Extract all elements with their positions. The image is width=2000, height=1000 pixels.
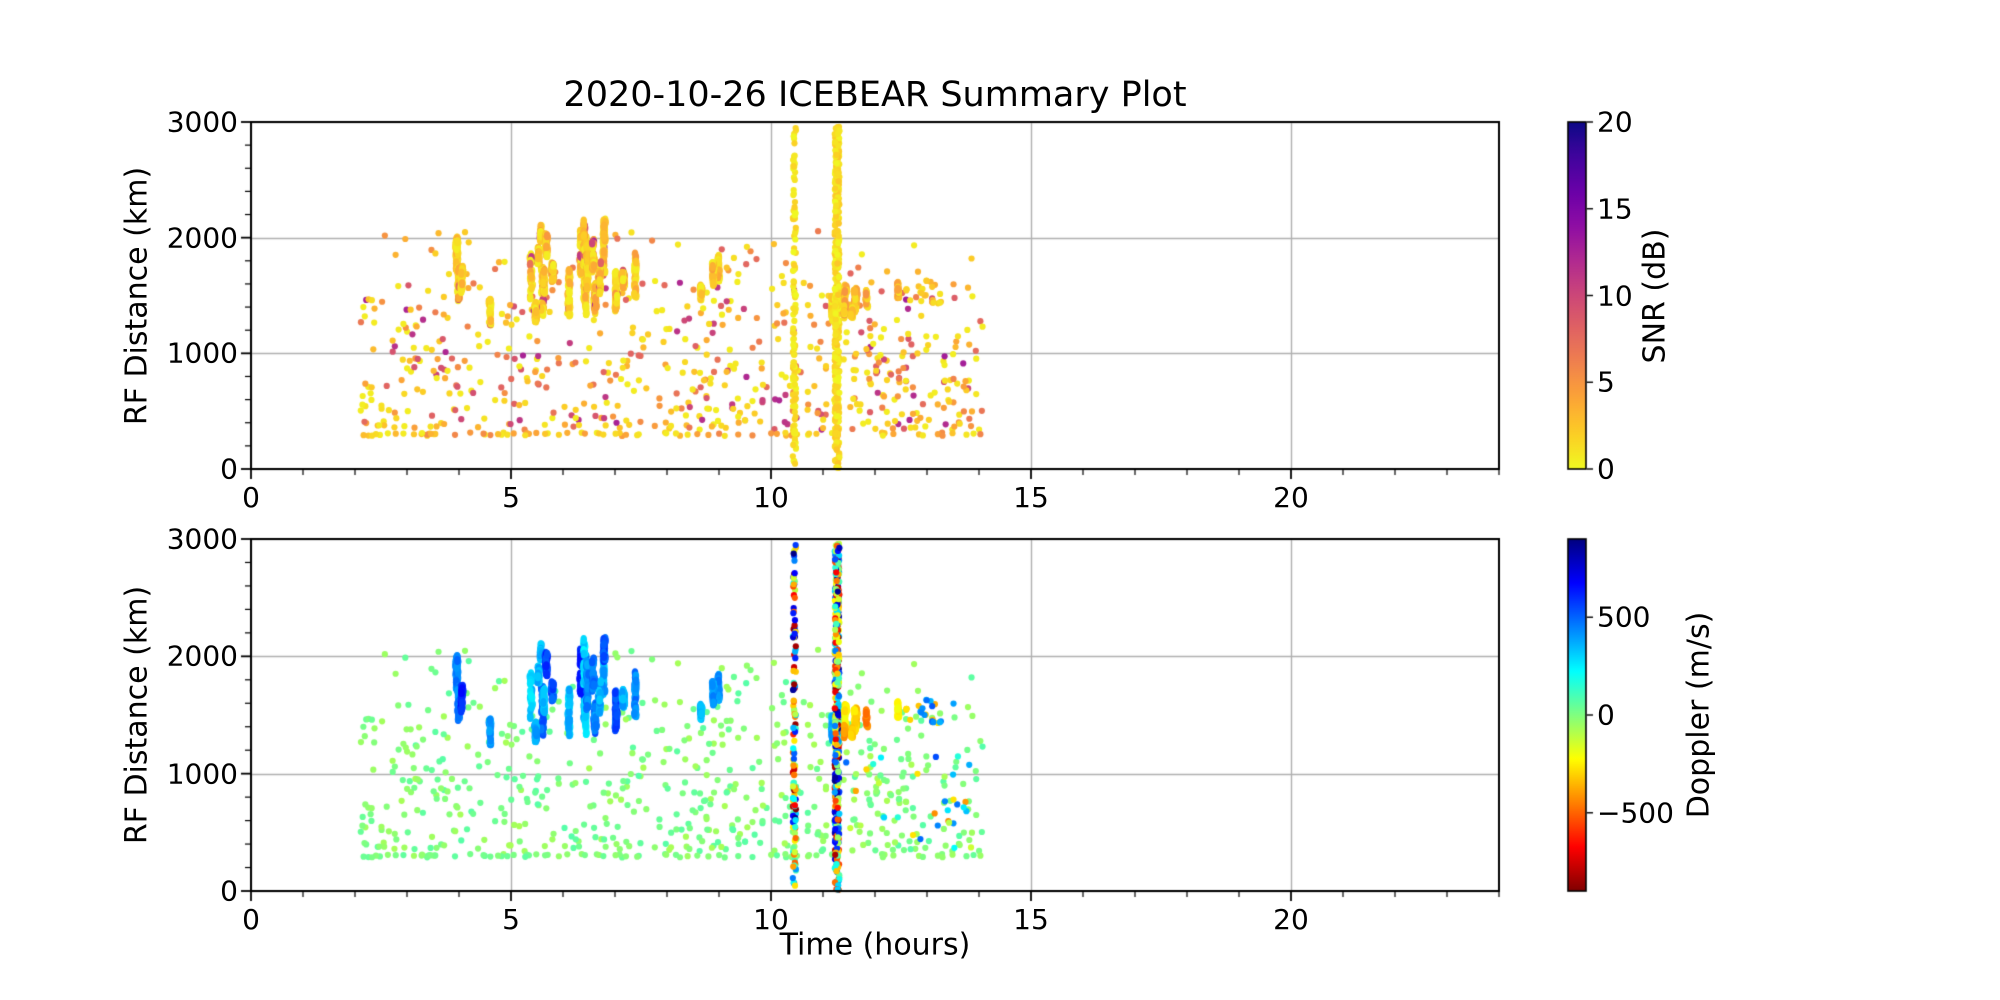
x-tick-label: 5 [502,481,520,514]
colorbar-tick-label: 0 [1597,452,1615,486]
x-tick-label: 5 [502,903,520,936]
bottom-y-axis-label: RF Distance (km) [119,585,155,845]
x-tick-label: 0 [242,481,260,514]
colorbar-tick-label: 5 [1597,365,1615,399]
colorbar-tick-label: 0 [1597,698,1615,732]
colorbar-tick-label: 15 [1597,192,1633,226]
y-tick-label: 1000 [166,757,238,791]
colorbar-tick-label: 10 [1597,279,1633,312]
x-tick-label: 0 [242,903,260,936]
y-tick-label: 2000 [166,639,238,673]
colorbar-tick-label: 500 [1597,600,1651,634]
x-tick-label: 15 [1013,903,1049,936]
x-tick-label: 10 [753,481,789,514]
y-tick-label: 0 [220,874,238,908]
colorbar-tick-label: 20 [1597,105,1633,139]
x-tick-label: 10 [753,903,789,936]
y-tick-label: 3000 [166,522,238,556]
figure-title: 2020-10-26 ICEBEAR Summary Plot [563,75,1187,115]
top-y-axis-label: RF Distance (km) [119,166,155,426]
doppler-colorbar-label: Doppler (m/s) [1681,611,1717,819]
x-tick-label: 20 [1273,903,1309,936]
x-tick-label: 15 [1013,481,1049,514]
x-axis-label: Time (hours) [779,927,971,963]
x-tick-label: 20 [1273,481,1309,514]
colorbar-tick-label: −500 [1597,796,1674,830]
y-tick-label: 0 [220,452,238,486]
y-tick-label: 2000 [166,221,238,255]
snr-colorbar-label: SNR (dB) [1637,228,1673,364]
y-tick-label: 1000 [166,336,238,370]
y-tick-label: 3000 [166,105,238,139]
